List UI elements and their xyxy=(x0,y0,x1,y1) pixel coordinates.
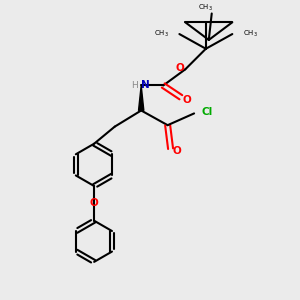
Text: O: O xyxy=(176,63,184,73)
Text: H: H xyxy=(131,81,138,90)
Text: Cl: Cl xyxy=(202,107,213,117)
Text: O: O xyxy=(183,94,192,105)
Polygon shape xyxy=(139,85,144,110)
Text: O: O xyxy=(90,198,98,208)
Text: CH$_3$: CH$_3$ xyxy=(154,29,169,39)
Text: CH$_3$: CH$_3$ xyxy=(198,3,213,14)
Text: N: N xyxy=(141,80,150,91)
Text: O: O xyxy=(173,146,182,156)
Text: CH$_3$: CH$_3$ xyxy=(243,29,257,39)
